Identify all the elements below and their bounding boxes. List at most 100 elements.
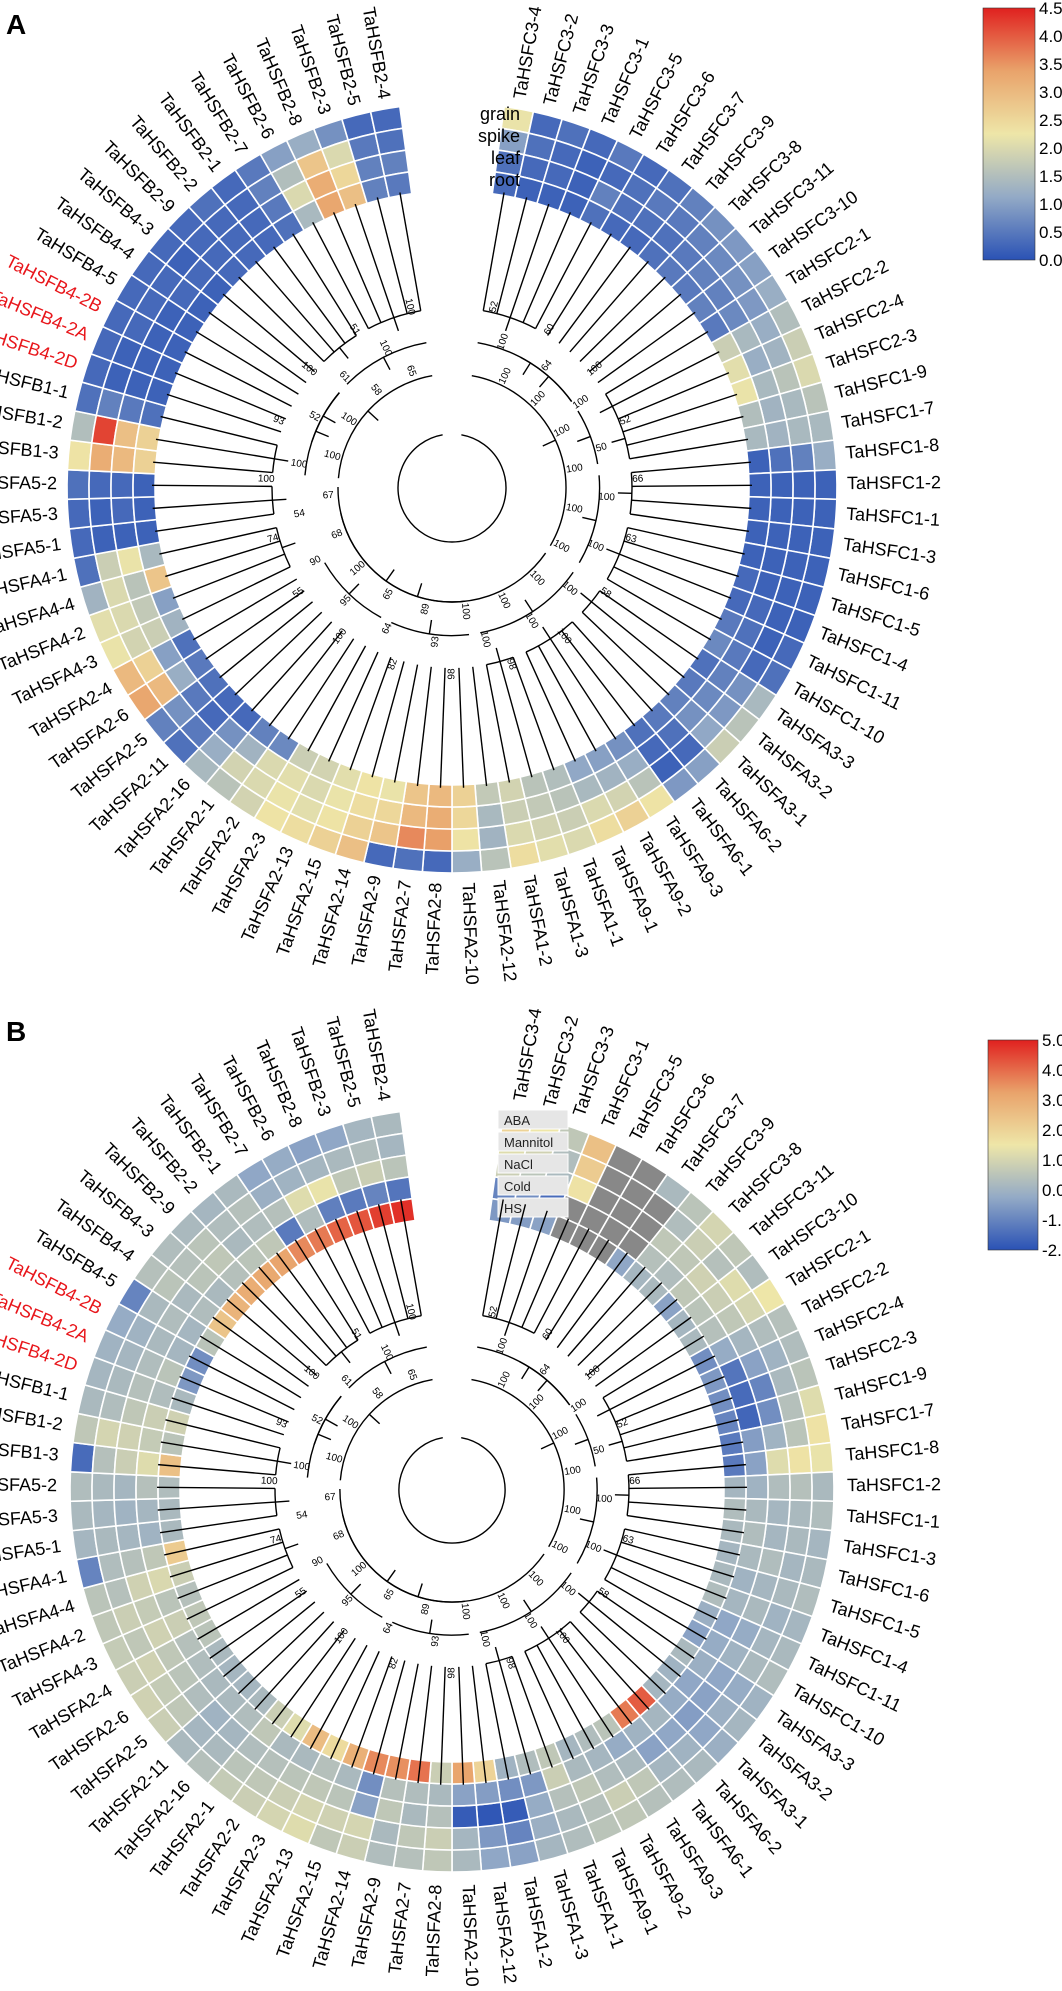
colorbar-gradient: [987, 1039, 1039, 1251]
heat-cell: [451, 827, 481, 852]
tree-branch: [540, 1442, 555, 1450]
colorbar-tick-label: 2.50: [1039, 111, 1062, 130]
bootstrap-label: 50: [595, 441, 609, 455]
tree-branch: [255, 260, 335, 353]
tree-branch: [536, 1644, 595, 1750]
tree-branch: [626, 1441, 744, 1462]
bootstrap-label: 100: [497, 366, 514, 386]
heat-cell: [398, 802, 429, 829]
bootstrap-label: 100: [551, 538, 571, 556]
bootstrap-label: 100: [403, 1302, 418, 1321]
tree-branch: [508, 1210, 548, 1323]
bootstrap-label: 65: [382, 1587, 397, 1603]
tree-branch: [620, 1541, 735, 1578]
ring-label: leaf: [491, 148, 521, 168]
bootstrap-label: 54: [296, 1509, 309, 1522]
tree-branch: [157, 1501, 276, 1511]
bootstrap-label: 93: [274, 1417, 289, 1431]
tree-branch: [616, 1554, 727, 1600]
tree-branch: [159, 526, 277, 555]
heat-cell: [765, 1498, 791, 1527]
tree-branch: [511, 1656, 553, 1768]
tree-branch: [608, 1440, 623, 1446]
heat-cell: [424, 805, 453, 830]
bootstrap-label: 65: [404, 364, 418, 379]
heat-cell: [113, 1473, 138, 1501]
tree-branch: [354, 203, 395, 318]
ring-label: Mannitol: [504, 1135, 553, 1150]
bootstrap-label: 100: [560, 579, 580, 598]
bootstrap-label: 89: [419, 602, 432, 616]
tree-branch: [579, 1611, 666, 1695]
bootstrap-label: 74: [266, 532, 280, 546]
heat-cell: [475, 1801, 505, 1828]
tip-label: TaHSFA2-10: [458, 1884, 482, 1987]
tree-branch: [349, 657, 392, 771]
bootstrap-label: 100: [552, 422, 572, 440]
ring-label-box: [497, 1175, 569, 1196]
colorbar-tick-label: 4.00: [1042, 1061, 1062, 1080]
tree-branch: [197, 1578, 300, 1640]
tree-branch: [471, 1378, 565, 1548]
tree-branch: [581, 590, 601, 613]
tip-label: TaHSFC1-7: [840, 397, 936, 432]
tree-branch: [171, 1397, 285, 1436]
tip-label: TaHSFC1-2: [847, 1474, 941, 1495]
heat-cell: [474, 780, 502, 807]
heat-cell: [88, 469, 113, 500]
tree-root: [398, 1437, 506, 1544]
bootstrap-label: 90: [308, 554, 323, 569]
heat-cell: [745, 447, 772, 475]
tree-branch: [498, 1660, 532, 1775]
heat-cell: [477, 1823, 509, 1850]
tree-branch: [273, 246, 346, 344]
tree-branch: [624, 1528, 740, 1556]
tip-label: TaHSFB1-2: [0, 398, 64, 433]
heat-cell: [742, 1449, 769, 1477]
tree-branch: [542, 626, 551, 640]
tree-branch: [192, 578, 298, 641]
tip-label: TaHSFA2-12: [489, 1881, 521, 1985]
tree-branch: [537, 645, 597, 752]
ring-label-box: [497, 1131, 569, 1152]
tree-branch: [429, 1619, 433, 1634]
tree-branch: [153, 461, 273, 474]
tip-label: TaHSFC1-3: [842, 534, 938, 567]
tree-branch: [238, 276, 325, 362]
tip-label: TaHSFC3-4: [510, 4, 546, 100]
tree-branch: [327, 651, 379, 762]
tree-branch: [561, 630, 636, 727]
bootstrap-label: 100: [496, 1370, 513, 1390]
tree-branch: [223, 1601, 316, 1678]
bootstrap-label: 100: [478, 630, 492, 649]
tree-branch: [181, 566, 291, 621]
bootstrap-label: 100: [565, 502, 584, 516]
bootstrap-label: 100: [522, 611, 540, 631]
tree-branch: [610, 1566, 718, 1620]
ring-label: NaCl: [504, 1157, 533, 1172]
tree-branch: [577, 1592, 590, 1603]
heat-cell: [768, 496, 794, 526]
heat-cell: [135, 1497, 161, 1525]
tree-branch: [274, 1488, 278, 1516]
tree-branch: [250, 621, 333, 712]
bootstrap-label: 89: [419, 1602, 432, 1616]
bootstrap-label: 61: [338, 1373, 354, 1389]
bootstrap-label: 100: [325, 1451, 344, 1466]
tree-branch: [428, 619, 433, 634]
tree-branch: [272, 498, 287, 501]
tree-branch: [386, 1569, 396, 1582]
bootstrap-label: 100: [495, 332, 511, 352]
tree-branch: [471, 1665, 487, 1784]
tip-label: TaHSFA1-2: [519, 874, 556, 968]
tip-label: TaHSFA5-2: [0, 1474, 57, 1495]
heat-cell: [742, 423, 770, 452]
tree-branch: [208, 311, 307, 384]
bootstrap-label: 66: [632, 474, 644, 486]
bootstrap-label: 93: [429, 635, 441, 648]
bootstrap-label: 100: [378, 1343, 395, 1363]
colorbar-tick-label: 1.00: [1039, 195, 1062, 214]
heat-cell: [747, 471, 772, 499]
tree-branch: [582, 516, 597, 522]
heat-cell: [88, 497, 114, 528]
